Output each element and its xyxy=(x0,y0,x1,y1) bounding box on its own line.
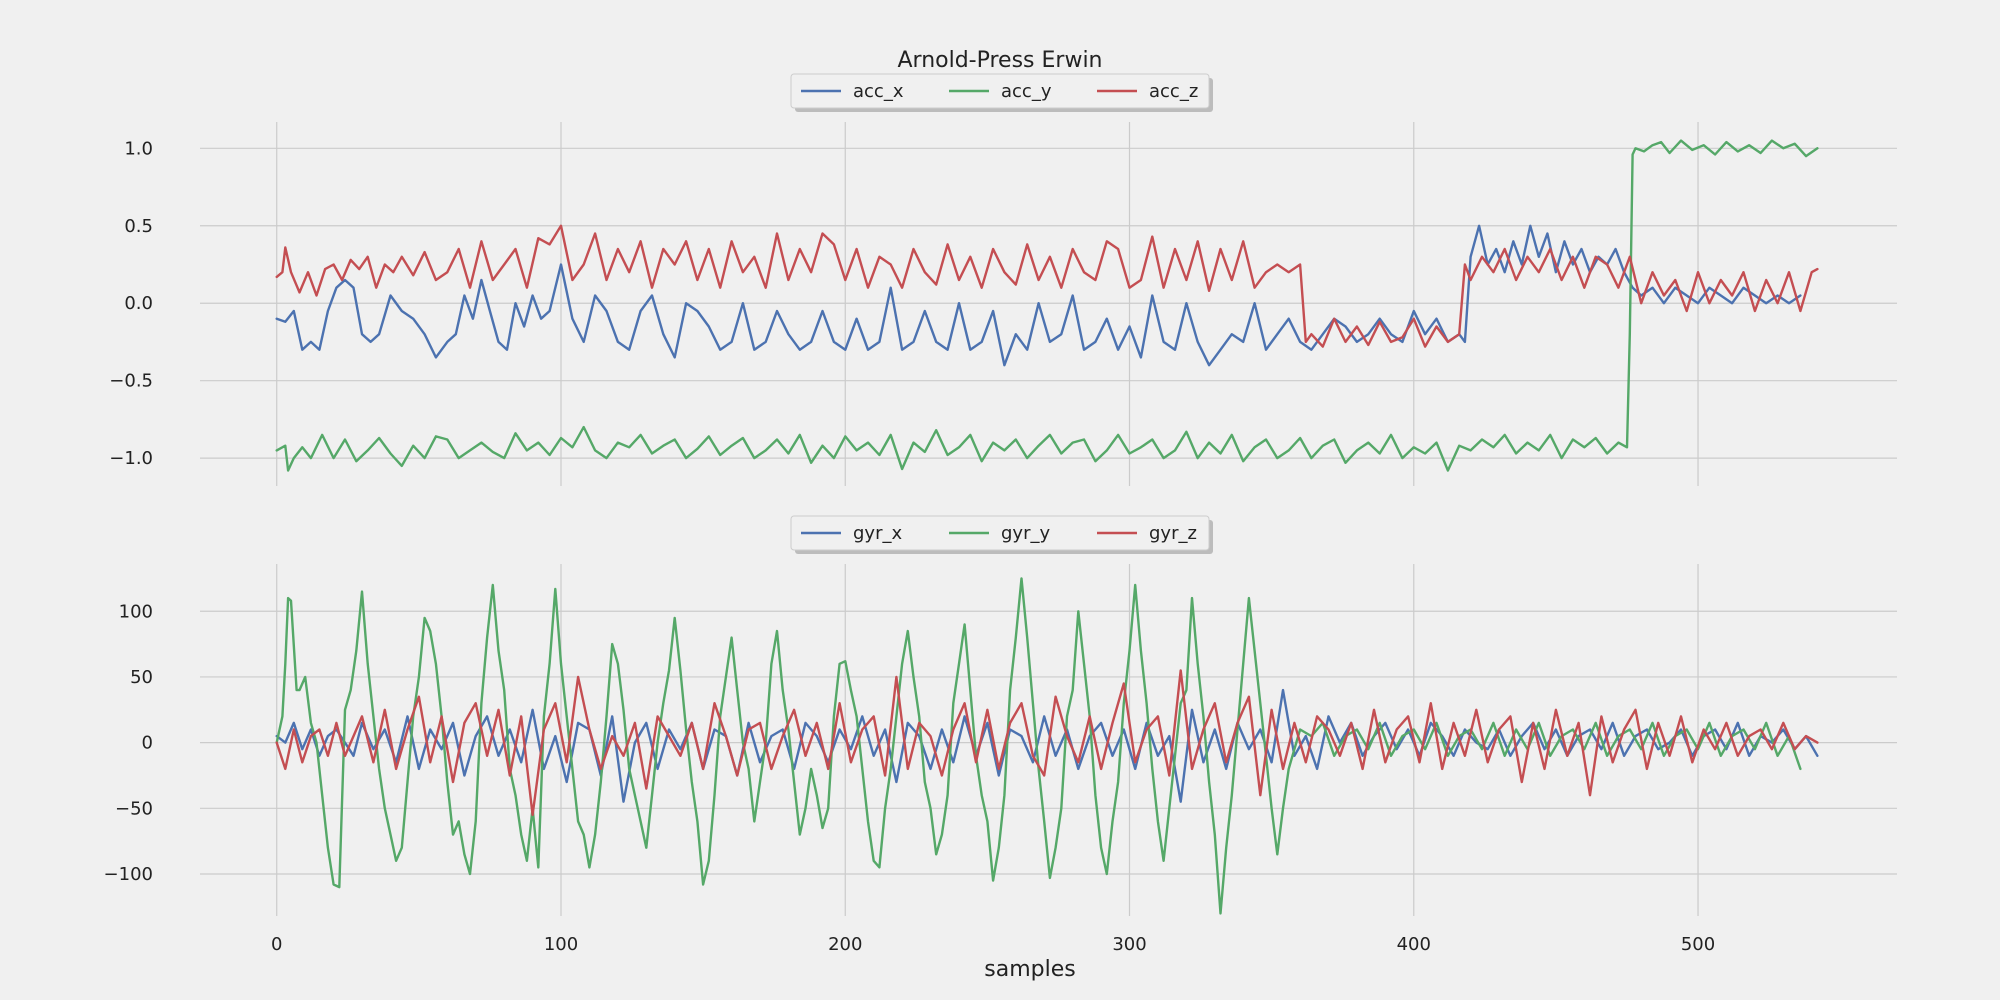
legend-label-gyr_z: gyr_z xyxy=(1149,523,1197,544)
y-tick-label: 100 xyxy=(119,601,153,622)
legend: acc_x acc_y acc_z xyxy=(790,73,1213,112)
y-tick-label: −1.0 xyxy=(109,448,153,469)
y-tick-label: −100 xyxy=(104,864,153,885)
x-tick-label: 300 xyxy=(1112,934,1146,955)
x-tick-label: 0 xyxy=(271,934,282,955)
legend-label-gyr_y: gyr_y xyxy=(1001,523,1050,544)
series-line-gyr_x xyxy=(275,688,1819,803)
series-line-gyr_z xyxy=(275,669,1819,817)
y-tick-label: 50 xyxy=(130,667,153,688)
series-line-acc_z xyxy=(275,224,1819,348)
y-tick-label: 0 xyxy=(142,733,153,754)
legend-label-acc_z: acc_z xyxy=(1149,81,1198,102)
legend-label-acc_y: acc_y xyxy=(1001,81,1052,102)
x-axis-label: samples xyxy=(984,957,1075,982)
x-tick-label: 400 xyxy=(1397,934,1431,955)
y-tick-label: 0.0 xyxy=(124,293,153,314)
x-tick-label: 200 xyxy=(828,934,862,955)
legend-label-acc_x: acc_x xyxy=(853,81,904,102)
y-tick-label: 1.0 xyxy=(124,138,153,159)
series-line-acc_x xyxy=(275,224,1802,367)
legend-box xyxy=(790,515,1210,551)
y-tick-label: −50 xyxy=(115,798,153,819)
x-tick-label: 100 xyxy=(544,934,578,955)
series-line-gyr_y xyxy=(275,577,1802,915)
chart-title: Arnold-Press Erwin xyxy=(897,48,1102,73)
x-tick-label: 500 xyxy=(1681,934,1715,955)
y-tick-label: 0.5 xyxy=(124,216,153,237)
legend-box xyxy=(790,73,1210,109)
series-line-acc_y xyxy=(275,139,1819,472)
legend: gyr_x gyr_y gyr_z xyxy=(790,515,1213,554)
legend-label-gyr_x: gyr_x xyxy=(853,523,902,544)
accelerometer-panel: 1.0 0.5 0.0 −0.5 −1.0 acc_x acc_y acc_z xyxy=(109,73,1897,486)
y-tick-label: −0.5 xyxy=(109,371,153,392)
